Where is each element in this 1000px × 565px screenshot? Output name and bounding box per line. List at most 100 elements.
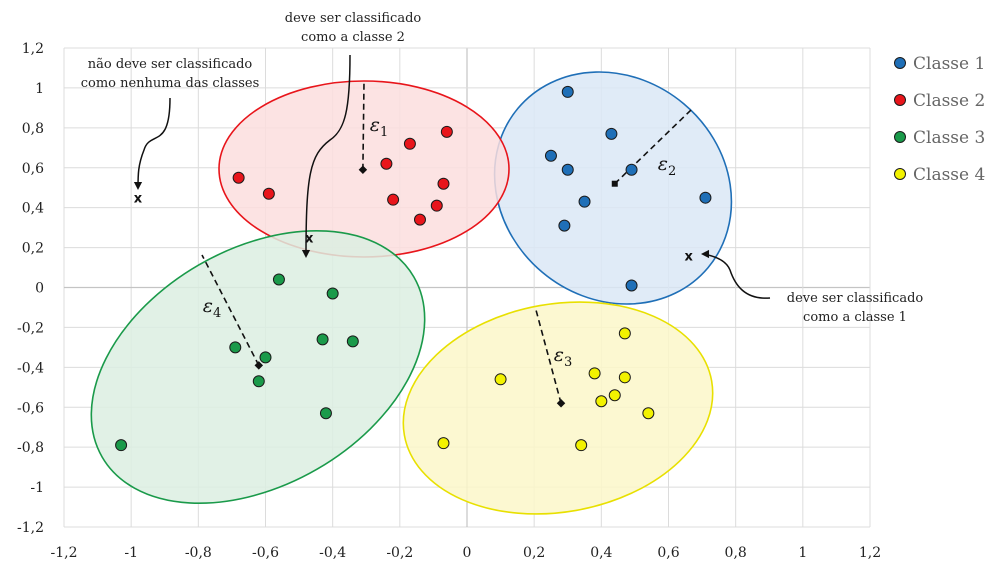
x-tick-label: -1: [124, 545, 138, 561]
data-point: [437, 177, 450, 190]
data-point: [440, 125, 453, 138]
annotation-text: como a classe 2: [301, 30, 405, 45]
x-tick-label: 0,4: [590, 545, 612, 561]
data-point: [413, 213, 426, 226]
class-center-marker: [611, 180, 618, 187]
arrow-class-1-head: [701, 249, 710, 259]
epsilon-line: [614, 108, 693, 185]
class-center-marker: [358, 165, 368, 174]
data-point: [618, 371, 631, 384]
x-tick-label: 1,2: [859, 545, 881, 561]
data-point: [346, 335, 359, 348]
arrow-class-2-head: [301, 249, 311, 258]
legend-label: Classe 4: [913, 165, 985, 185]
x-tick-label: 1: [798, 545, 807, 561]
arrow-unclassified: [137, 97, 171, 189]
data-point: [115, 439, 128, 452]
data-point: [319, 407, 332, 420]
x-tick-label: -1,2: [51, 545, 78, 561]
y-tick-label: 0,8: [22, 121, 44, 137]
data-point: [608, 389, 621, 402]
annotation-text: como nenhuma das classes: [81, 76, 260, 91]
data-point: [625, 163, 638, 176]
epsilon-line: [362, 81, 365, 170]
x-tick-label: 0,2: [523, 545, 545, 561]
data-point: [259, 351, 272, 364]
data-point: [595, 395, 608, 408]
legend-marker: [894, 94, 906, 106]
y-tick-label: 0: [35, 281, 44, 297]
y-tick-label: -1: [30, 480, 44, 496]
x-tick-label: -0,2: [386, 545, 413, 561]
data-point: [326, 287, 339, 300]
annotation-text: deve ser classificado: [787, 291, 924, 306]
y-tick-label: -0,2: [17, 320, 44, 336]
data-point: [561, 85, 574, 98]
data-point: [558, 219, 571, 232]
class-ellipse-4: [402, 301, 714, 515]
data-point: [578, 195, 591, 208]
data-point: [403, 137, 416, 150]
data-point: [252, 375, 265, 388]
unclassified-point: x: [305, 232, 314, 247]
data-point: [618, 327, 631, 340]
annotations: não deve ser classificado como nenhuma da…: [81, 11, 924, 325]
y-tick-label: -1,2: [17, 520, 44, 536]
annotation-text: não deve ser classificado: [88, 57, 253, 72]
y-tick-label: -0,8: [17, 440, 44, 456]
annotation-text: como a classe 1: [803, 310, 907, 325]
x-tick-label: 0: [463, 545, 472, 561]
data-point: [625, 279, 638, 292]
legend-label: Classe 3: [913, 128, 985, 148]
unclassified-point: x: [684, 250, 693, 265]
data-point: [544, 149, 557, 162]
data-point: [561, 163, 574, 176]
data-point: [430, 199, 443, 212]
class-center-marker: [556, 399, 566, 408]
legend-marker: [894, 57, 906, 69]
y-tick-label: 1,2: [22, 41, 44, 57]
data-point: [316, 333, 329, 346]
y-tick-label: 0,2: [22, 241, 44, 257]
unclassified-point: x: [134, 192, 143, 207]
x-tick-label: 0,8: [725, 545, 747, 561]
legend-marker: [894, 131, 906, 143]
arrow-unclassified-head: [133, 181, 143, 190]
data-point: [605, 127, 618, 140]
tick-labels: -1,2 -1,2 -1 -1 -0,8 -0,8 -0,6 -0,6 -0,4 -0,4 -0,2…: [17, 41, 881, 561]
y-tick-label: -0,4: [17, 360, 44, 376]
annotation-text: deve ser classificado: [285, 11, 422, 26]
y-tick-label: 0,6: [22, 161, 44, 177]
data-point: [262, 187, 275, 200]
arrow-class-2: [305, 54, 351, 256]
data-point: [232, 171, 245, 184]
epsilon-line: [535, 309, 562, 404]
class-ellipse-1: [493, 71, 733, 305]
data-point: [642, 407, 655, 420]
legend-label: Classe 1: [913, 54, 985, 74]
data-points: [115, 85, 712, 452]
x-tick-label: -0,4: [319, 545, 346, 561]
data-point: [380, 157, 393, 170]
epsilon-line: [201, 254, 260, 366]
data-point: [575, 439, 588, 452]
x-tick-label: -0,8: [185, 545, 212, 561]
data-point: [437, 437, 450, 450]
legend-label: Classe 2: [913, 91, 985, 111]
y-tick-label: 0,4: [22, 201, 44, 217]
y-tick-label: -0,6: [17, 400, 44, 416]
x-tick-label: -0,6: [252, 545, 279, 561]
y-tick-label: 1: [35, 81, 44, 97]
data-point: [588, 367, 601, 380]
data-point: [699, 191, 712, 204]
data-point: [494, 373, 507, 386]
data-point: [272, 273, 285, 286]
unclassified-points: x x x: [134, 192, 694, 265]
x-tick-label: 0,6: [657, 545, 679, 561]
data-point: [229, 341, 242, 354]
legend: Classe 1 Classe 2 Classe 3 Classe 4: [894, 54, 985, 185]
legend-marker: [894, 168, 906, 180]
data-point: [387, 193, 400, 206]
